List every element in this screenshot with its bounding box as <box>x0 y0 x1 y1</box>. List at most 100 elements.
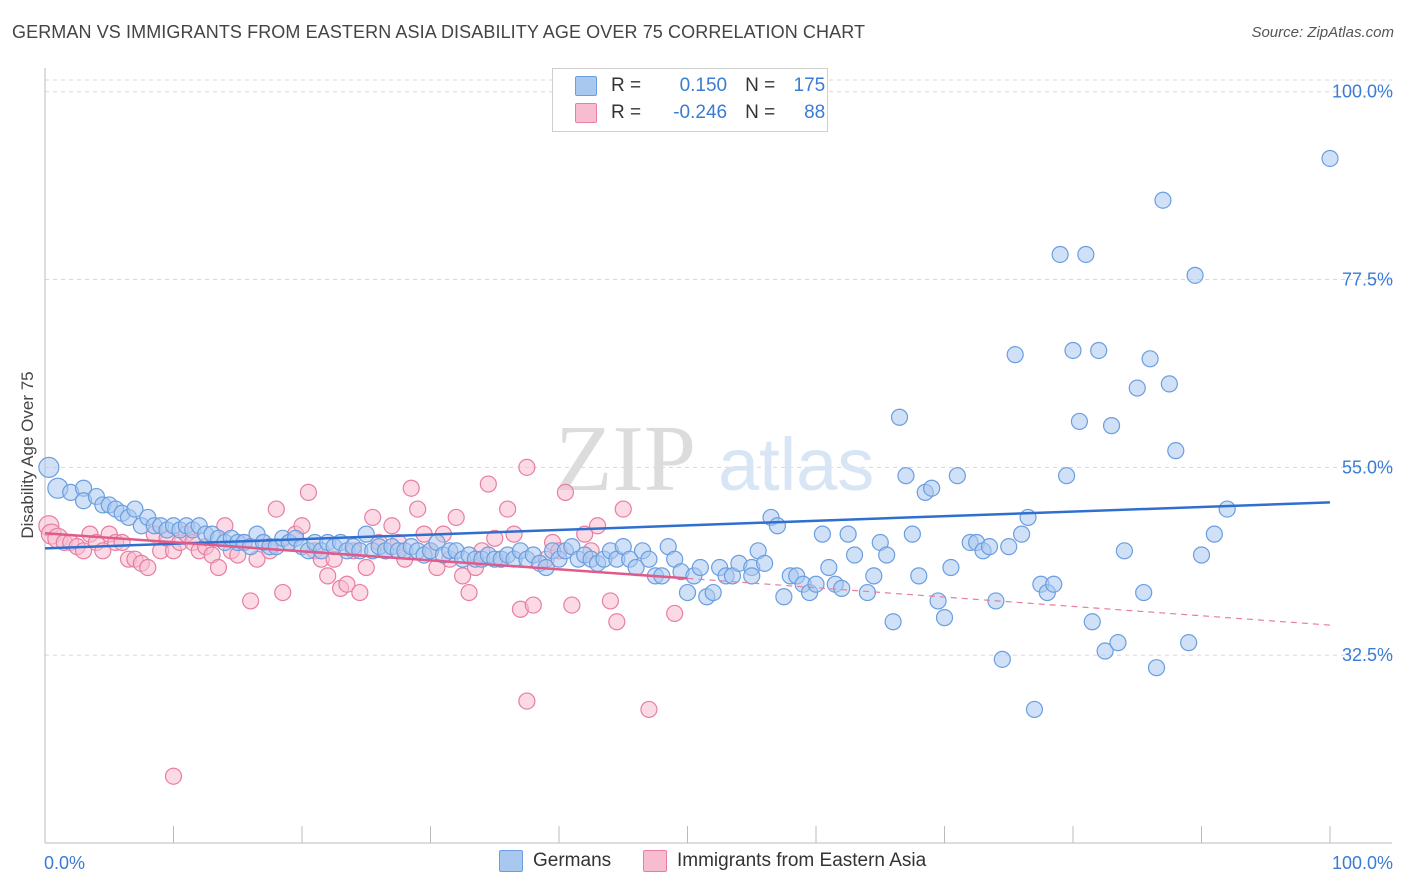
data-point <box>383 517 401 535</box>
data-point <box>929 592 947 610</box>
trend-line-germans <box>44 501 1331 550</box>
data-point <box>833 579 851 597</box>
data-point <box>923 479 941 497</box>
data-point <box>588 517 607 535</box>
data-point <box>884 613 902 631</box>
data-point <box>820 558 838 577</box>
legend-r-label: R = <box>611 75 642 96</box>
data-point <box>678 583 697 602</box>
data-point <box>614 500 632 518</box>
data-point <box>640 550 658 568</box>
data-point <box>126 500 144 518</box>
data-point <box>409 500 427 518</box>
data-point <box>499 500 517 518</box>
data-point <box>139 558 157 577</box>
trend-line-immigrants-extension <box>687 577 1331 626</box>
data-point <box>486 529 504 547</box>
data-point <box>608 613 626 631</box>
legend-row-germans: R = 0.150 N = 175 <box>575 75 825 97</box>
legend-r-value: 0.150 <box>679 75 728 96</box>
data-point <box>845 546 864 564</box>
data-point <box>691 558 709 577</box>
data-point <box>524 596 542 614</box>
data-point <box>640 700 658 719</box>
data-point <box>1064 341 1082 360</box>
data-point <box>299 483 318 501</box>
trend-line-immigrants <box>44 532 688 580</box>
data-point <box>1012 525 1031 543</box>
data-point <box>935 609 954 627</box>
data-point <box>402 479 420 497</box>
legend-swatch-germans <box>575 76 597 96</box>
data-point <box>1070 412 1089 431</box>
data-point <box>1135 583 1153 602</box>
trend-lines <box>44 501 1331 626</box>
data-point <box>351 583 369 602</box>
data-point <box>1167 442 1185 460</box>
data-point <box>1006 346 1024 364</box>
data-point <box>357 558 375 577</box>
data-point <box>1077 245 1095 264</box>
data-point <box>897 467 915 485</box>
data-point <box>1000 538 1018 556</box>
data-point <box>1205 525 1223 543</box>
data-point <box>357 525 375 543</box>
bottom-legend-label-immigrants: Immigrants from Eastern Asia <box>677 850 927 871</box>
bottom-legend-immigrants[interactable]: Immigrants from Eastern Asia <box>643 850 926 872</box>
legend: R = 0.150 N = 175 R = -0.246 N = 88 <box>552 68 828 132</box>
legend-n-value: 175 <box>793 75 826 96</box>
legend-r-label: R = <box>611 102 642 123</box>
y-tick-label: 100.0% <box>1332 82 1393 102</box>
data-point <box>768 517 787 535</box>
data-point <box>1160 375 1178 393</box>
watermark: ZIP atlas <box>555 407 874 511</box>
data-point <box>865 567 883 585</box>
data-point <box>319 567 337 585</box>
data-point <box>910 567 928 585</box>
data-point <box>556 483 575 501</box>
data-point <box>890 408 909 426</box>
x-tick-label: 100.0% <box>1332 853 1393 873</box>
data-point <box>807 575 825 593</box>
data-point <box>839 525 857 543</box>
watermark-zip: ZIP <box>555 407 696 511</box>
data-point <box>518 692 536 710</box>
data-point <box>1045 575 1063 593</box>
data-point <box>755 554 774 572</box>
bottom-legend-germans[interactable]: Germans <box>499 850 611 872</box>
source-label: Source: ZipAtlas.com <box>1251 24 1394 41</box>
data-point <box>38 456 60 478</box>
y-axis-label: Disability Age Over 75 <box>18 371 37 538</box>
data-point <box>518 458 536 476</box>
data-point <box>1057 467 1076 485</box>
data-point <box>601 592 620 610</box>
data-point <box>1141 350 1159 368</box>
data-point <box>1102 417 1121 435</box>
data-point <box>1192 546 1211 564</box>
data-point <box>460 583 478 602</box>
data-point <box>242 592 260 610</box>
legend-n-label: N = <box>745 75 776 96</box>
y-tick-label: 32.5% <box>1342 645 1393 665</box>
data-point <box>1128 379 1146 397</box>
data-point <box>1186 266 1204 284</box>
bottom-legend-swatch-germans <box>499 850 523 872</box>
data-point <box>858 583 877 602</box>
data-point <box>903 525 921 543</box>
data-point <box>1115 542 1134 560</box>
data-point <box>113 533 131 552</box>
axes <box>44 68 1392 844</box>
data-point <box>704 583 722 602</box>
data-point <box>563 596 581 614</box>
legend-swatch-immigrants <box>575 103 597 123</box>
data-point <box>164 767 183 785</box>
data-point <box>1090 341 1108 360</box>
legend-r-value: -0.246 <box>673 102 728 123</box>
data-point <box>813 525 832 543</box>
chart-title: GERMAN VS IMMIGRANTS FROM EASTERN ASIA D… <box>12 22 866 42</box>
data-point <box>743 567 761 585</box>
y-tick-label: 55.0% <box>1342 457 1393 477</box>
data-point <box>1180 634 1198 652</box>
data-point <box>666 604 684 623</box>
